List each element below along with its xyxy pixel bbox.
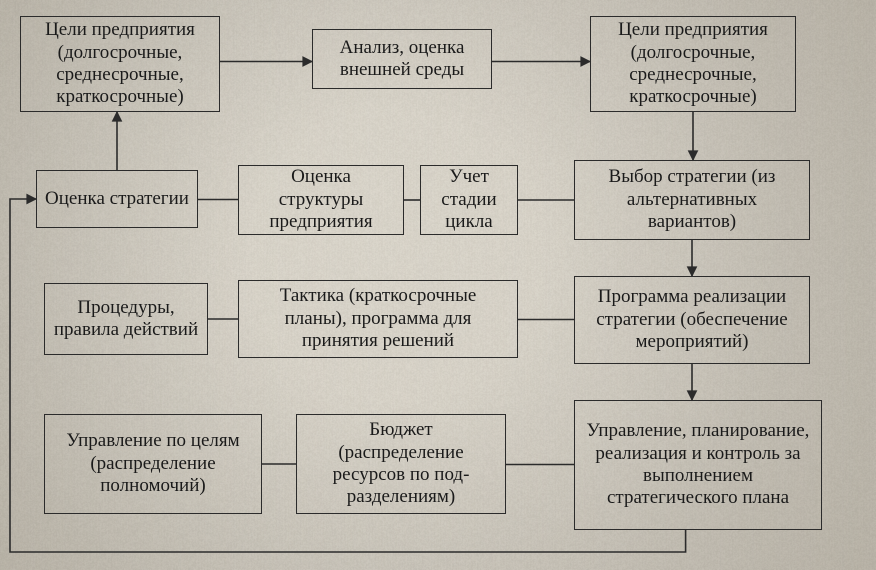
node-program-label: Программа реализации стратегии (обеспече… — [583, 286, 801, 353]
node-control-label: Управление, планирование, реализация и к… — [583, 420, 813, 510]
node-choice: Выбор стратегии (из альтернативных вариа… — [574, 160, 810, 240]
node-procedures: Процедуры, правила действий — [44, 283, 208, 355]
node-eval_strat: Оценка стратегии — [36, 170, 198, 228]
node-budget-label: Бюджет (распределение ресурсов по под­ра… — [305, 419, 497, 509]
node-tactics: Тактика (краткосрочные планы), программа… — [238, 280, 518, 358]
node-program: Программа реализации стратегии (обеспече… — [574, 276, 810, 364]
node-mgmt_goals-label: Управление по целям (распределение полно… — [53, 430, 253, 497]
node-goals1-label: Цели предприятия (долгосрочные, среднеср… — [29, 19, 211, 109]
node-goals2-label: Цели предприятия (долгосрочные, среднеср… — [599, 19, 787, 109]
node-budget: Бюджет (распределение ресурсов по под­ра… — [296, 414, 506, 514]
node-analysis-label: Анализ, оценка внешней среды — [321, 37, 483, 82]
node-eval_strat-label: Оценка стратегии — [45, 188, 189, 210]
node-goals2: Цели предприятия (долгосрочные, среднеср… — [590, 16, 796, 112]
node-goals1: Цели предприятия (долгосрочные, среднеср… — [20, 16, 220, 112]
diagram-stage: Цели предприятия (долгосрочные, среднеср… — [0, 0, 876, 570]
node-cycle-label: Учет стадии цикла — [429, 166, 509, 233]
node-eval_struct: Оценка структуры предприятия — [238, 165, 404, 235]
node-eval_struct-label: Оценка структуры предприятия — [247, 166, 395, 233]
node-procedures-label: Процедуры, правила действий — [53, 297, 199, 342]
node-cycle: Учет стадии цикла — [420, 165, 518, 235]
node-analysis: Анализ, оценка внешней среды — [312, 29, 492, 89]
node-tactics-label: Тактика (краткосрочные планы), программа… — [247, 285, 509, 352]
node-mgmt_goals: Управление по целям (распределение полно… — [44, 414, 262, 514]
node-control: Управление, планирование, реализация и к… — [574, 400, 822, 530]
node-choice-label: Выбор стратегии (из альтернативных вариа… — [583, 166, 801, 233]
